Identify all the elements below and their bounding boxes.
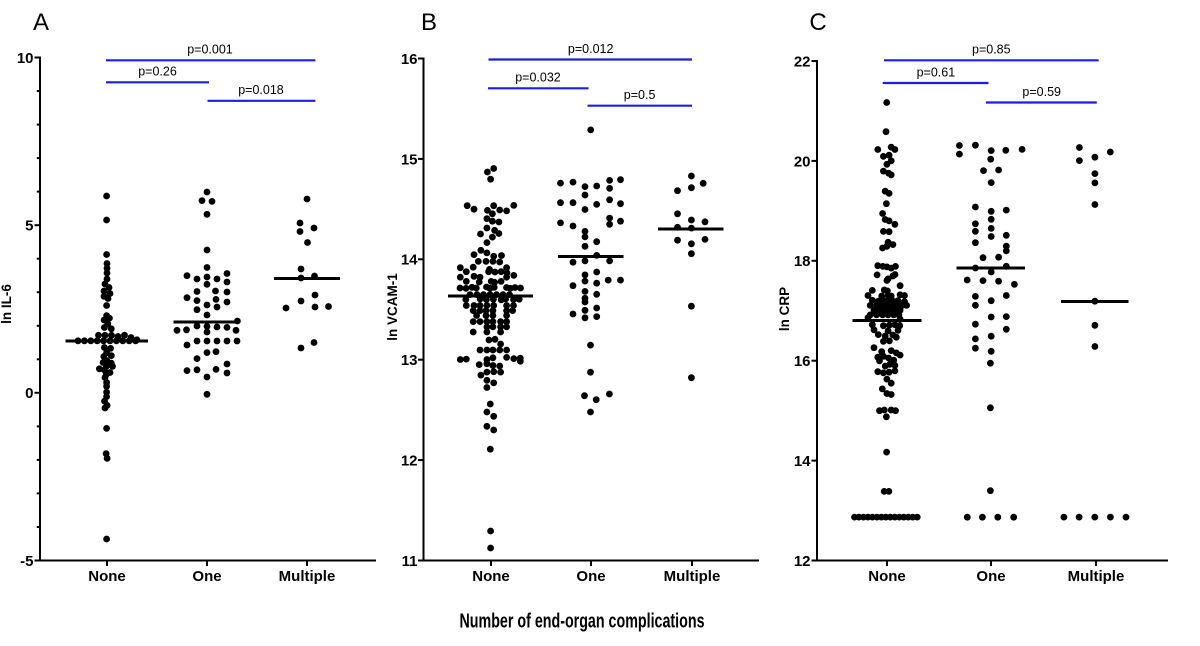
- svg-text:Multiple: Multiple: [664, 568, 721, 585]
- svg-text:ln IL-6: ln IL-6: [0, 284, 14, 324]
- svg-text:B: B: [421, 9, 437, 36]
- svg-text:Number of end-organ complicati: Number of end-organ complications: [460, 611, 705, 633]
- svg-text:12: 12: [794, 553, 811, 570]
- svg-text:None: None: [868, 568, 906, 585]
- svg-text:16: 16: [794, 353, 811, 370]
- svg-text:p=0.85: p=0.85: [972, 43, 1011, 57]
- svg-text:Multiple: Multiple: [279, 568, 336, 585]
- svg-text:One: One: [192, 568, 221, 585]
- svg-text:14: 14: [401, 252, 418, 269]
- svg-text:12: 12: [401, 453, 418, 470]
- svg-text:p=0.018: p=0.018: [238, 83, 284, 97]
- svg-text:14: 14: [794, 453, 811, 470]
- svg-text:18: 18: [794, 253, 811, 270]
- svg-text:5: 5: [25, 218, 33, 235]
- svg-text:p=0.012: p=0.012: [568, 42, 614, 56]
- svg-text:p=0.5: p=0.5: [624, 88, 656, 102]
- svg-text:p=0.59: p=0.59: [1022, 85, 1061, 99]
- svg-text:p=0.001: p=0.001: [187, 43, 233, 57]
- svg-text:15: 15: [401, 151, 418, 168]
- svg-text:11: 11: [402, 553, 418, 570]
- svg-text:ln CRP: ln CRP: [777, 287, 792, 331]
- svg-text:ln VCAM-1: ln VCAM-1: [385, 273, 400, 341]
- svg-text:0: 0: [25, 385, 33, 402]
- svg-text:20: 20: [794, 153, 811, 170]
- svg-text:p=0.26: p=0.26: [138, 65, 177, 79]
- svg-text:Multiple: Multiple: [1068, 568, 1125, 585]
- svg-text:p=0.61: p=0.61: [917, 66, 956, 80]
- svg-text:C: C: [809, 9, 826, 36]
- svg-text:10: 10: [17, 50, 34, 67]
- svg-text:None: None: [472, 568, 510, 585]
- svg-text:One: One: [976, 568, 1005, 585]
- svg-text:13: 13: [401, 352, 418, 369]
- svg-text:p=0.032: p=0.032: [515, 71, 561, 85]
- svg-text:A: A: [33, 9, 49, 36]
- svg-text:One: One: [576, 568, 605, 585]
- svg-text:None: None: [88, 568, 126, 585]
- svg-text:16: 16: [401, 51, 418, 68]
- svg-text:22: 22: [794, 53, 811, 70]
- svg-text:-5: -5: [20, 553, 33, 570]
